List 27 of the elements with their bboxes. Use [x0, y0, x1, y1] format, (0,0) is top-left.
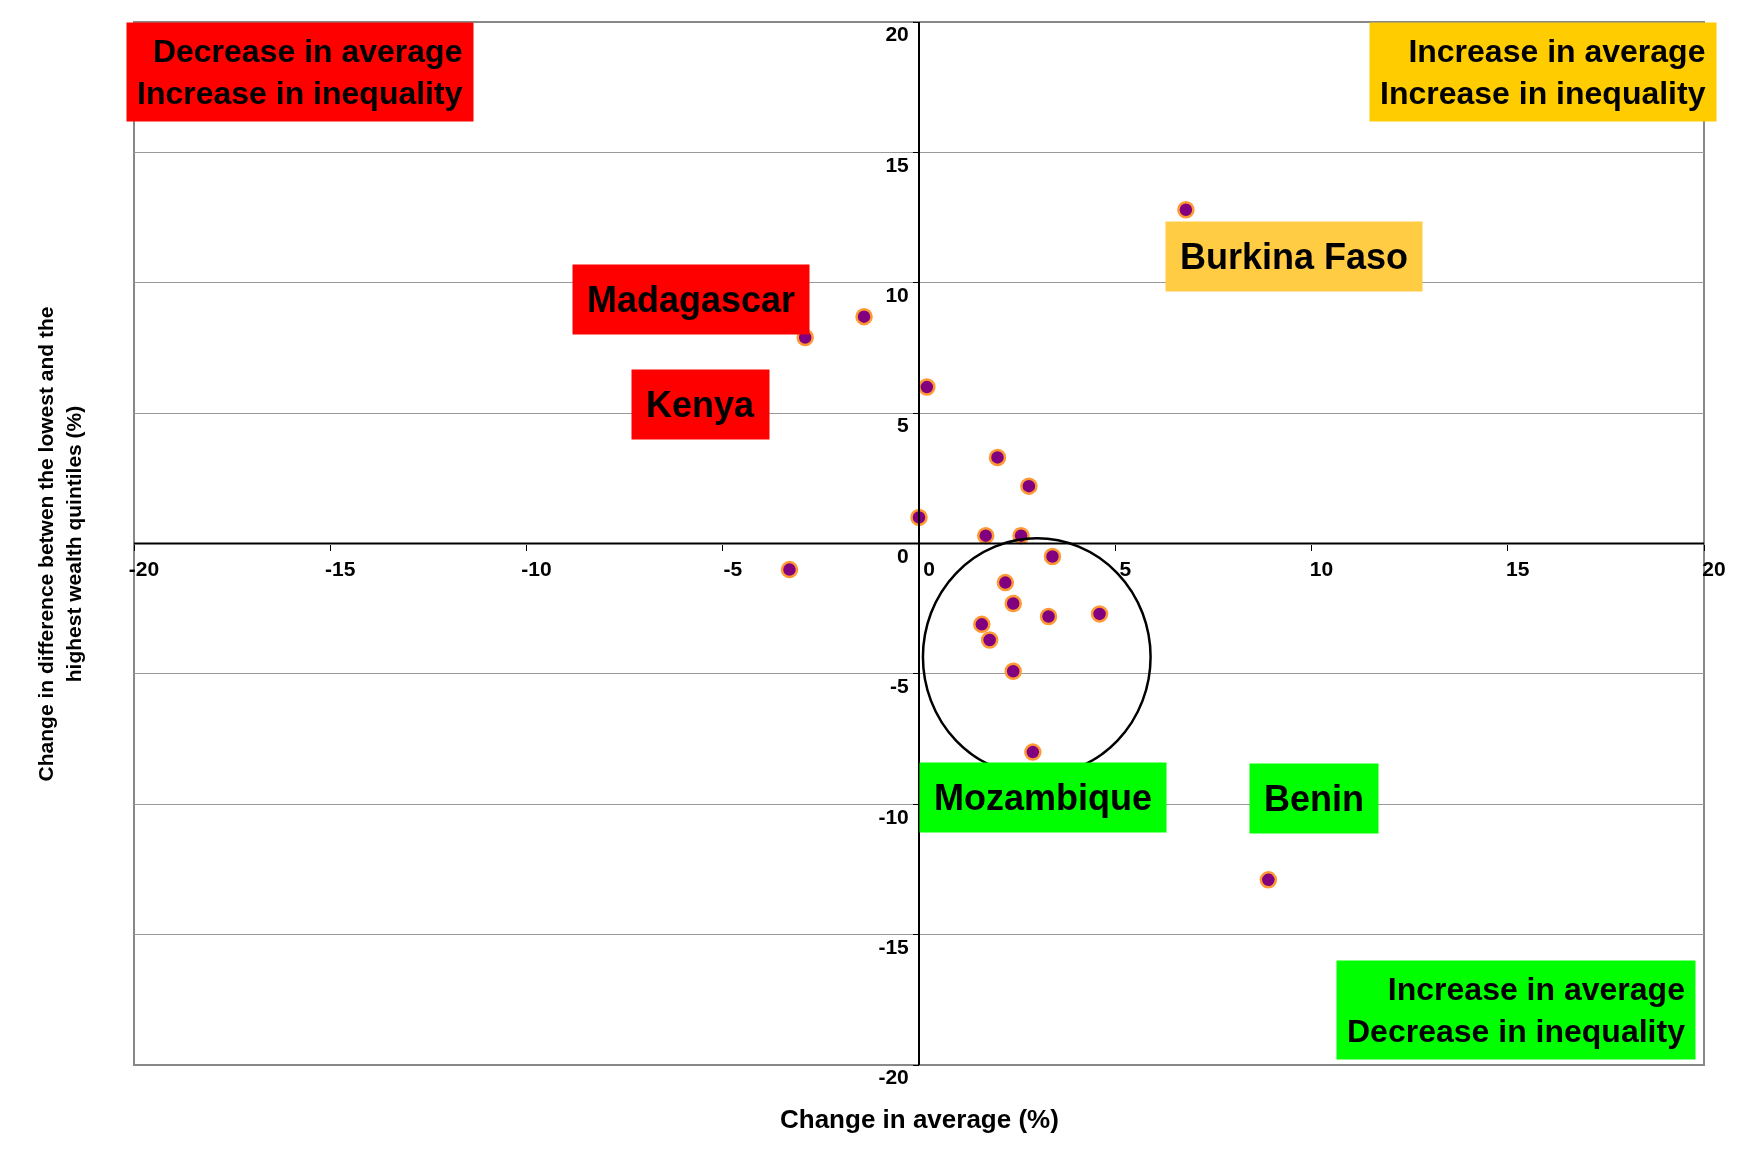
annotation: Mozambique: [934, 777, 1153, 818]
x-tick-label: -15: [325, 556, 356, 580]
annotation: Benin: [1264, 778, 1365, 819]
y-tick-label: -20: [878, 1065, 909, 1089]
x-tick-label: -5: [723, 556, 743, 580]
annotation: Burkina Faso: [1180, 236, 1409, 277]
annotation: Increase in average Increase in inequality: [1380, 33, 1706, 111]
x-tick-label: -20: [128, 556, 160, 580]
y-tick-label: 15: [885, 152, 910, 176]
y-axis-title: Change in difference betwen the lowest and the highest wealth quintiles (%): [34, 306, 85, 782]
y-tick-label: 5: [897, 413, 910, 437]
annotation: Madagascar: [587, 279, 796, 320]
x-tick-label: 5: [1119, 556, 1132, 580]
annotation: Decrease in average Increase in inequality: [137, 33, 463, 111]
annotation: Kenya: [646, 384, 756, 425]
y-tick-label: -10: [878, 804, 909, 828]
x-axis-title: Change in average (%): [780, 1104, 1059, 1134]
x-tick-label: 10: [1309, 556, 1334, 580]
y-tick-label: -15: [878, 934, 910, 958]
y-tick-label: 20: [885, 22, 909, 46]
x-tick-label: 15: [1506, 556, 1530, 580]
y-tick-label: -5: [890, 674, 910, 698]
y-tick-label: 10: [885, 283, 909, 307]
x-tick-label: 0: [923, 556, 935, 580]
x-tick-label: -10: [521, 556, 552, 580]
annotation: Increase in average Decrease in inequality: [1347, 971, 1686, 1049]
x-tick-label: 20: [1702, 556, 1726, 580]
